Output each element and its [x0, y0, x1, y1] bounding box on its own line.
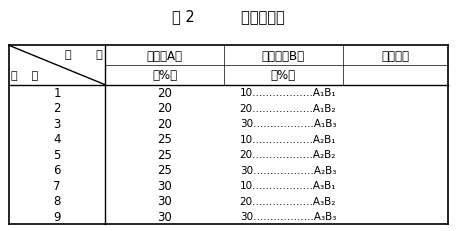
Text: 20..................A₃B₂: 20..................A₃B₂ — [240, 196, 336, 206]
Text: 25: 25 — [157, 164, 172, 176]
Text: 6: 6 — [53, 164, 61, 176]
Text: 20: 20 — [157, 117, 172, 130]
Text: 30..................A₂B₃: 30..................A₂B₃ — [240, 165, 336, 175]
Text: 蜂胶（A）: 蜂胶（A） — [147, 49, 182, 62]
Text: 30: 30 — [157, 195, 172, 207]
Text: 2: 2 — [53, 102, 61, 115]
Text: 25: 25 — [157, 133, 172, 146]
Text: 10..................A₁B₁: 10..................A₁B₁ — [239, 88, 336, 98]
Text: 25: 25 — [157, 148, 172, 161]
Text: 样    号: 样 号 — [11, 71, 39, 81]
Text: （%）: （%） — [271, 69, 296, 82]
Text: 表 2          正交试验表: 表 2 正交试验表 — [172, 9, 285, 24]
Text: 3: 3 — [53, 117, 61, 130]
Text: 9: 9 — [53, 210, 61, 223]
Text: 10..................A₂B₁: 10..................A₂B₁ — [239, 134, 336, 144]
Text: 30: 30 — [157, 179, 172, 192]
Text: 1: 1 — [53, 87, 61, 100]
Text: 30..................A₁B₃: 30..................A₁B₃ — [239, 119, 336, 129]
Text: 5: 5 — [53, 148, 61, 161]
Text: 30: 30 — [157, 210, 172, 223]
Text: 20..................A₂B₂: 20..................A₂B₂ — [240, 150, 336, 160]
Text: 20: 20 — [157, 102, 172, 115]
Text: 20: 20 — [157, 87, 172, 100]
Text: 10..................A₃B₁: 10..................A₃B₁ — [239, 181, 336, 191]
Text: 7: 7 — [53, 179, 61, 192]
Text: 因       素: 因 素 — [65, 49, 103, 59]
Text: 8: 8 — [53, 195, 61, 207]
Text: （%）: （%） — [152, 69, 177, 82]
Text: 水平组合: 水平组合 — [381, 49, 409, 62]
Text: 4: 4 — [53, 133, 61, 146]
Text: 20..................A₁B₂: 20..................A₁B₂ — [239, 103, 336, 113]
Text: 中草药（B）: 中草药（B） — [262, 49, 305, 62]
Text: 30..................A₃B₃: 30..................A₃B₃ — [240, 211, 336, 221]
